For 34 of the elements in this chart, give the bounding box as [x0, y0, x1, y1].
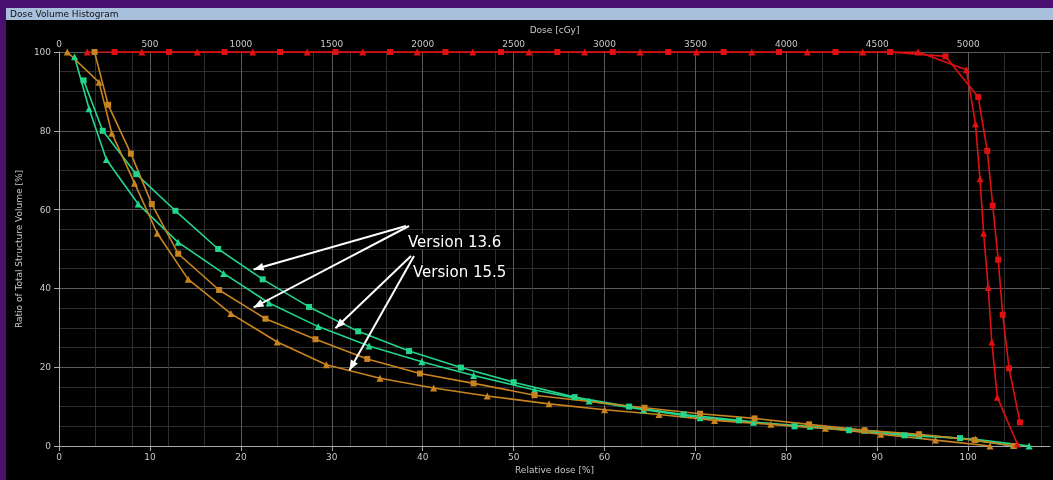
chart-title: Dose Volume Histogram: [6, 8, 1053, 20]
annotation: Version 15.5: [413, 262, 507, 281]
x-tick-label: 20: [235, 451, 247, 462]
x-tick-label: 10: [144, 451, 156, 462]
x2-tick-label: 2500: [502, 38, 526, 49]
x-tick-label: 0: [56, 451, 63, 462]
x2-tick-label: 500: [141, 38, 159, 49]
x-tick-label: 50: [507, 451, 520, 462]
x-tick-label: 60: [598, 451, 611, 462]
x-tick-label: 30: [326, 451, 338, 462]
x2-tick-label: 3000: [593, 38, 617, 49]
x-tick-label: 40: [416, 451, 429, 462]
y-tick-label: 0: [45, 441, 52, 451]
y-tick-label: 80: [39, 125, 52, 136]
x-tick-label: 90: [871, 451, 884, 462]
x2-tick-label: 1500: [320, 38, 344, 49]
annotation: Version 13.6: [408, 232, 502, 251]
y-axis-title: Ratio of Total Structure Volume [%]: [13, 169, 24, 329]
y-tick-label: 60: [39, 204, 52, 215]
x-tick-label: 100: [959, 451, 978, 462]
x2-tick-label: 5000: [956, 38, 980, 49]
x-tick-label: 70: [689, 451, 702, 462]
x2-tick-label: 4000: [774, 38, 799, 49]
x2-tick-label: 3500: [684, 38, 708, 49]
x-tick-label: 80: [780, 451, 793, 462]
x2-tick-label: 2000: [411, 38, 435, 49]
x2-tick-label: 0: [56, 38, 63, 49]
x2-tick-label: 1000: [229, 38, 253, 49]
x2-axis-title: Dose [cGy]: [529, 24, 580, 35]
x2-tick-label: 4500: [865, 38, 889, 49]
x-axis-title: Relative dose [%]: [515, 465, 595, 476]
y-tick-label: 40: [39, 283, 52, 294]
y-tick-label: 20: [39, 362, 52, 373]
y-tick-label: 100: [33, 47, 52, 57]
